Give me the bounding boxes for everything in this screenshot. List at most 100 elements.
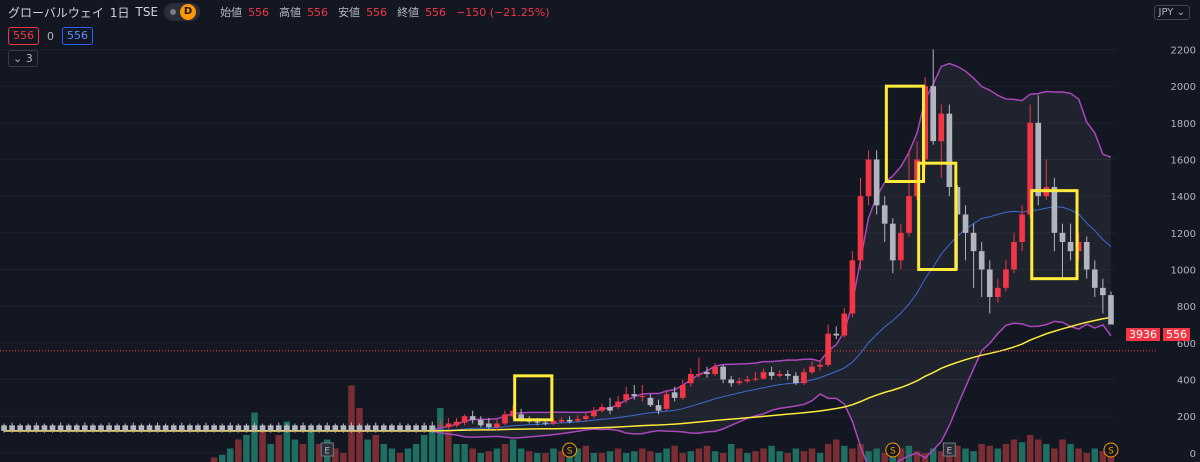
volume-bar	[938, 451, 945, 462]
candle-body	[251, 425, 258, 431]
volume-bar	[558, 451, 565, 462]
split-marker-shape[interactable]	[562, 442, 578, 458]
currency-selector[interactable]: JPY ⌄	[1153, 5, 1190, 20]
indicators-count: 3	[25, 52, 33, 65]
volume-bar	[461, 444, 468, 462]
candle-body	[768, 372, 775, 376]
volume-bar	[590, 453, 598, 462]
candle-body	[389, 425, 395, 431]
indicators-toggle[interactable]: ⌄ 3	[8, 50, 38, 67]
candle-body	[978, 251, 985, 270]
y-tick-label: 2000	[1171, 82, 1196, 93]
sell-button[interactable]: 556	[8, 27, 39, 45]
candle-body	[1051, 187, 1058, 233]
volume-bar	[792, 448, 800, 462]
volume-bar	[736, 448, 743, 462]
earnings-event-marker: E	[942, 442, 956, 457]
candle-body	[106, 425, 112, 431]
event-marker-label: S	[1108, 447, 1114, 457]
volume-bar	[340, 453, 347, 462]
candle-body	[494, 423, 500, 428]
candle-body	[728, 379, 735, 384]
symbol-title[interactable]: グローバルウェイ	[8, 5, 104, 20]
candle-body	[784, 374, 791, 376]
candle-body	[776, 374, 783, 376]
volume-bar	[897, 448, 905, 462]
candle-body	[1027, 122, 1033, 215]
candle-body	[130, 425, 137, 431]
volume-bar	[1002, 444, 1010, 462]
split-event-marker: S	[885, 442, 901, 458]
volume-bar	[1075, 448, 1082, 462]
y-tick-label: 600	[1177, 339, 1196, 350]
volume-bar	[719, 453, 727, 462]
volume-bar	[307, 430, 315, 462]
earnings-marker-shape[interactable]	[320, 442, 334, 457]
earnings-marker-shape[interactable]	[942, 442, 956, 457]
volume-bar	[1067, 444, 1074, 462]
volume-bar	[332, 448, 339, 462]
split-marker-shape[interactable]	[885, 442, 901, 458]
trade-toolbar: 556 0 556	[8, 27, 93, 45]
split-marker-shape[interactable]	[1103, 442, 1119, 458]
earnings-event-marker: E	[320, 442, 334, 457]
candle-body	[1035, 122, 1042, 197]
volume-bar	[865, 451, 872, 462]
candle-body	[284, 425, 290, 431]
candle-body	[873, 159, 880, 206]
interval-label[interactable]: 1日	[109, 5, 130, 20]
volume-bar	[857, 444, 864, 462]
volume-bar	[954, 445, 961, 462]
highlight-box	[1030, 189, 1079, 281]
event-marker-label: S	[890, 447, 896, 457]
volume-bar	[1010, 439, 1018, 462]
candle-body	[510, 410, 516, 417]
volume-bar	[881, 453, 888, 462]
volume-bar	[768, 445, 775, 462]
volume-bar	[598, 453, 606, 462]
last-price-label: 556	[1163, 328, 1190, 341]
volume-bar	[525, 451, 533, 462]
candle-body	[82, 425, 88, 431]
volume-bar	[695, 448, 703, 462]
candle-body	[744, 379, 751, 382]
y-tick-label: 400	[1177, 376, 1196, 387]
volume-bar	[655, 453, 662, 462]
volume-bar	[986, 445, 993, 462]
volume-bar	[816, 453, 824, 462]
candle-body	[170, 425, 177, 431]
candle-body	[211, 425, 217, 431]
candle-body	[300, 425, 306, 431]
candle-body	[219, 425, 226, 431]
candle-body	[235, 425, 242, 431]
ohlc-high-value: 556	[307, 5, 329, 19]
volume-bar	[606, 451, 614, 462]
volume-bar	[841, 445, 848, 462]
volume-bar	[824, 444, 832, 462]
candle-body	[1011, 242, 1017, 270]
candle-body	[405, 425, 411, 431]
volume-bar	[299, 444, 307, 462]
ohlc-close-label: 終値	[397, 6, 420, 19]
volume-bar	[356, 408, 363, 462]
candle-body	[477, 419, 484, 426]
candle-body	[429, 425, 436, 430]
ohlc-close-value: 556	[425, 5, 447, 19]
candle-body	[267, 425, 274, 431]
y-tick-label: 1200	[1171, 229, 1196, 240]
candle-body	[582, 416, 589, 419]
candle-body	[9, 425, 15, 431]
candle-body	[801, 372, 807, 384]
candle-body	[1075, 242, 1082, 252]
candle-body	[631, 394, 638, 396]
ohlc-high-label: 高値	[279, 6, 302, 19]
candle-body	[348, 425, 355, 431]
volume-bar	[1043, 444, 1050, 462]
candle-body	[599, 407, 605, 411]
volume-bar	[727, 444, 735, 462]
buy-button[interactable]: 556	[62, 27, 93, 45]
split-event-marker: S	[1103, 442, 1119, 458]
candle-body	[146, 425, 153, 431]
market-status-pill[interactable]: D	[164, 3, 201, 21]
